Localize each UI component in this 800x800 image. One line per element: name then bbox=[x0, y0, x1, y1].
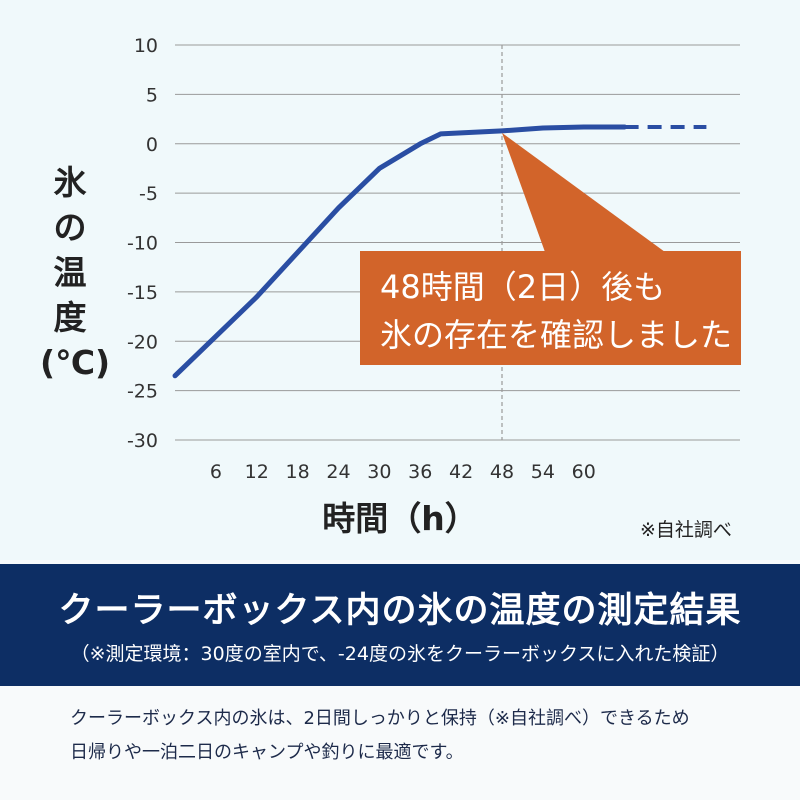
y-axis-label-unit: (℃) bbox=[40, 343, 111, 382]
description-line: クーラーボックス内の氷は、2日間しっかりと保持（※自社調べ）できるため bbox=[70, 708, 690, 729]
x-axis-label: 時間（h） bbox=[322, 499, 478, 538]
annotation-line: 48時間（2日）後も bbox=[380, 268, 666, 306]
y-axis-label-char: の bbox=[53, 208, 87, 247]
x-tick-label: 18 bbox=[286, 461, 310, 483]
x-tick-label: 6 bbox=[210, 461, 222, 483]
y-axis-label-char: 度 bbox=[53, 298, 87, 337]
y-tick-label: 10 bbox=[134, 35, 158, 57]
x-tick-label: 30 bbox=[367, 461, 391, 483]
x-tick-label: 60 bbox=[572, 461, 596, 483]
temperature-chart: 10 5 0 -5 -10 -15 -20 -25 -30 6 12 18 24 30 36 42 48 54 60 bbox=[127, 35, 740, 483]
y-tick-label: -10 bbox=[127, 233, 158, 255]
x-tick-label: 54 bbox=[531, 461, 555, 483]
y-tick-label: 0 bbox=[146, 134, 158, 156]
banner-title: クーラーボックス内の氷の温度の測定結果 bbox=[58, 591, 742, 631]
description: クーラーボックス内の氷は、2日間しっかりと保持（※自社調べ）できるため 日帰りや… bbox=[70, 702, 770, 770]
annotation-line: 氷の存在を確認しました bbox=[380, 316, 733, 354]
y-axis-label-char: 氷 bbox=[53, 163, 87, 202]
y-tick-label: -15 bbox=[127, 282, 158, 304]
description-line: 日帰りや一泊二日のキャンプや釣りに最適です。 bbox=[70, 742, 464, 763]
annotation-callout: 48時間（2日）後も 氷の存在を確認しました bbox=[360, 251, 741, 365]
y-tick-label: -25 bbox=[127, 381, 158, 403]
y-tick-label: -30 bbox=[127, 430, 158, 452]
y-tick-label: 5 bbox=[146, 84, 158, 106]
banner-subtitle: （※測定環境：30度の室内で、-24度の氷をクーラーボックスに入れた検証） bbox=[70, 643, 730, 665]
x-tick-label: 42 bbox=[449, 461, 473, 483]
x-tick-label: 24 bbox=[326, 461, 350, 483]
y-axis-label: 氷 の 温 度 (℃) bbox=[40, 160, 111, 385]
chart-area: 10 5 0 -5 -10 -15 -20 -25 -30 6 12 18 24 30 36 42 48 54 60… bbox=[40, 35, 741, 541]
y-axis-label-char: 温 bbox=[53, 253, 87, 292]
x-tick-label: 12 bbox=[245, 461, 269, 483]
x-tick-label: 48 bbox=[490, 461, 514, 483]
series-line bbox=[172, 124, 628, 379]
y-tick-label: -20 bbox=[127, 331, 158, 353]
source-note: ※自社調べ bbox=[640, 519, 732, 541]
x-tick-label: 36 bbox=[408, 461, 432, 483]
annotation-pointer bbox=[502, 132, 665, 252]
y-tick-label: -5 bbox=[139, 183, 158, 205]
result-banner: クーラーボックス内の氷の温度の測定結果 （※測定環境：30度の室内で、-24度の… bbox=[0, 564, 800, 686]
